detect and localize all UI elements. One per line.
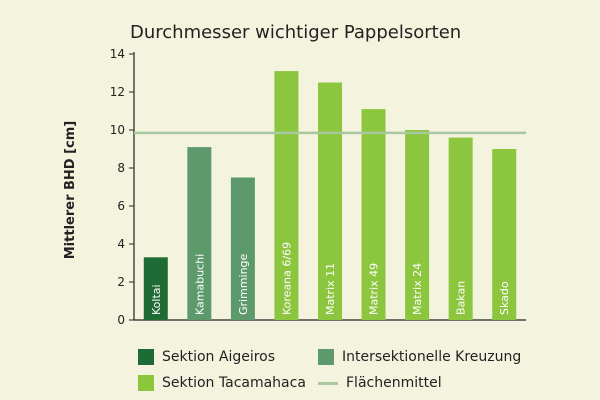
bar bbox=[448, 137, 473, 320]
bar bbox=[230, 177, 255, 320]
legend-swatch-intersektionell bbox=[318, 349, 334, 365]
y-tick-label: 12 bbox=[110, 85, 125, 99]
legend: Sektion Aigeiros Intersektionelle Kreuzu… bbox=[138, 346, 578, 394]
legend-item-flaechenmittel: Flächenmittel bbox=[318, 372, 538, 394]
chart-title: Durchmesser wichtiger Pappelsorten bbox=[130, 22, 461, 43]
legend-line-flaechenmittel bbox=[318, 381, 338, 385]
bar bbox=[318, 82, 342, 320]
bar bbox=[274, 71, 299, 320]
bar bbox=[187, 147, 212, 320]
legend-item-intersektionell: Intersektionelle Kreuzung bbox=[318, 346, 538, 368]
y-axis-label: Mittlerer BHD [cm] bbox=[63, 121, 78, 260]
category-label: Bakan bbox=[455, 281, 468, 315]
legend-label-tacamahaca: Sektion Tacamahaca bbox=[162, 375, 306, 391]
bar bbox=[492, 149, 517, 320]
y-tick-label: 0 bbox=[117, 313, 125, 327]
legend-swatch-tacamahaca bbox=[138, 375, 154, 391]
y-tick-label: 8 bbox=[117, 161, 125, 175]
legend-swatch-aigeiros bbox=[138, 349, 154, 365]
bar bbox=[143, 257, 168, 320]
category-label: Matrix 24 bbox=[411, 263, 424, 315]
category-label: Grimminge bbox=[237, 253, 250, 315]
bar bbox=[405, 130, 430, 320]
category-label: Koreana 6/69 bbox=[280, 242, 293, 315]
category-label: Matrix 49 bbox=[368, 263, 381, 315]
legend-item-tacamahaca: Sektion Tacamahaca bbox=[138, 372, 318, 394]
y-tick-label: 4 bbox=[117, 237, 125, 251]
category-label: Skado bbox=[498, 281, 511, 315]
bar bbox=[361, 109, 386, 320]
y-tick-label: 10 bbox=[110, 123, 125, 137]
category-label: Kamabuchi bbox=[193, 254, 206, 315]
legend-label-flaechenmittel: Flächenmittel bbox=[346, 375, 442, 391]
category-label: Koltai bbox=[150, 284, 163, 315]
legend-label-intersektionell: Intersektionelle Kreuzung bbox=[342, 349, 522, 365]
category-label: Matrix 11 bbox=[324, 263, 337, 315]
legend-label-aigeiros: Sektion Aigeiros bbox=[162, 349, 276, 365]
y-tick-label: 14 bbox=[110, 47, 125, 61]
legend-item-aigeiros: Sektion Aigeiros bbox=[138, 346, 318, 368]
y-tick-label: 6 bbox=[117, 199, 125, 213]
y-tick-label: 2 bbox=[117, 275, 125, 289]
plot-area: 0 2 4 6 8 10 12 14 Koltai Kamabuchi Grimminge Korea… bbox=[110, 47, 526, 327]
